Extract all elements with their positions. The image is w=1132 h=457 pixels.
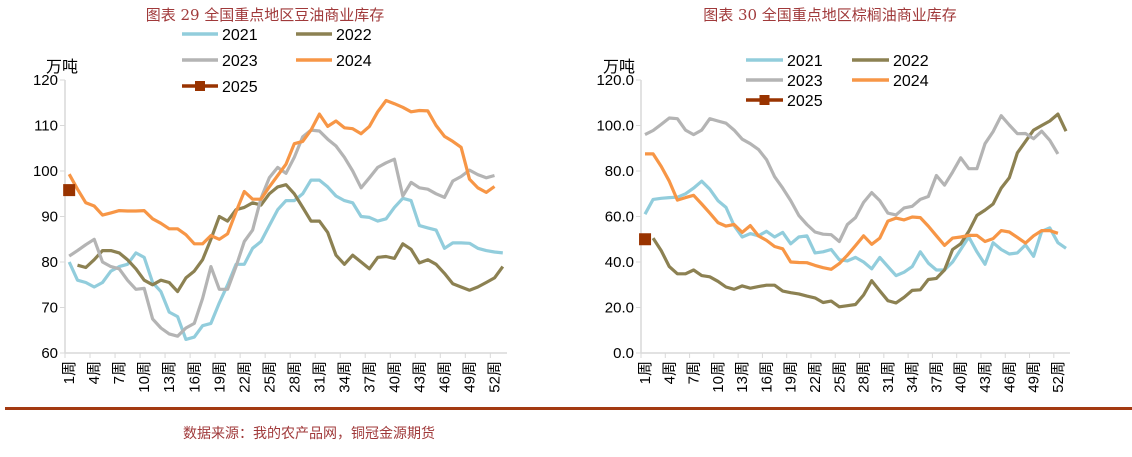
y-axis-unit: 万吨 bbox=[603, 58, 635, 76]
data-source: 数据来源：我的农产品网，铜冠金源期货 bbox=[183, 426, 435, 442]
series-2024-line bbox=[67, 98, 496, 246]
x-tick-label: 28周 bbox=[856, 361, 873, 393]
y-tick-label: 60 bbox=[41, 345, 58, 362]
legend-item-2023: 2023 bbox=[746, 73, 823, 90]
y-tick-label: 90 bbox=[41, 209, 58, 226]
y-tick-label: 120 bbox=[33, 72, 58, 89]
x-tick-label: 40周 bbox=[386, 361, 403, 393]
x-tick-label: 22周 bbox=[236, 361, 253, 393]
x-tick-label: 49周 bbox=[461, 361, 478, 393]
chart-title-soybean-oil: 图表 29 全国重点地区豆油商业库存 bbox=[145, 6, 385, 24]
x-tick-label: 10周 bbox=[710, 361, 727, 393]
x-tick-label: 49周 bbox=[1026, 361, 1043, 393]
series-2024-line bbox=[645, 152, 1059, 271]
x-tick-label: 46周 bbox=[436, 361, 453, 393]
y-tick-label: 120.0 bbox=[596, 72, 634, 89]
x-tick-label: 37周 bbox=[928, 361, 945, 393]
y-tick-label: 80 bbox=[41, 254, 58, 271]
series-2023-line bbox=[644, 114, 1060, 244]
legend-label: 2025 bbox=[222, 79, 258, 96]
y-axis-unit: 万吨 bbox=[46, 58, 78, 76]
y-tick-label: 40.0 bbox=[605, 254, 634, 271]
x-tick-label: 7周 bbox=[111, 361, 128, 384]
x-tick-label: 13周 bbox=[161, 361, 178, 393]
legend-item-2024: 2024 bbox=[852, 73, 929, 90]
x-tick-label: 19周 bbox=[211, 361, 228, 393]
x-tick-label: 52周 bbox=[1050, 361, 1067, 393]
x-tick-label: 4周 bbox=[86, 361, 103, 384]
x-tick-label: 40周 bbox=[953, 361, 970, 393]
legend-label: 2025 bbox=[787, 93, 823, 110]
legend-item-2022: 2022 bbox=[852, 53, 929, 70]
legend-label: 2022 bbox=[893, 53, 929, 70]
x-tick-label: 37周 bbox=[361, 361, 378, 393]
chart-title-palm-oil: 图表 30 全国重点地区棕榈油商业库存 bbox=[703, 6, 957, 24]
series-2023-line bbox=[68, 128, 495, 338]
x-tick-label: 34周 bbox=[336, 361, 353, 393]
y-tick-label: 70 bbox=[41, 300, 58, 317]
x-tick-label: 31周 bbox=[311, 361, 328, 393]
y-tick-label: 80.0 bbox=[605, 163, 634, 180]
x-tick-label: 13周 bbox=[734, 361, 751, 393]
x-tick-label: 28周 bbox=[286, 361, 303, 393]
x-tick-label: 1周 bbox=[61, 361, 78, 384]
x-tick-label: 19周 bbox=[783, 361, 800, 393]
series-2021-line bbox=[643, 179, 1067, 278]
footer-divider bbox=[5, 407, 1132, 410]
series-2022-line bbox=[651, 112, 1068, 309]
x-tick-label: 25周 bbox=[831, 361, 848, 393]
legend-label: 2021 bbox=[787, 53, 823, 70]
x-tick-label: 7周 bbox=[686, 361, 703, 384]
x-tick-label: 52周 bbox=[486, 361, 503, 393]
x-tick-label: 16周 bbox=[186, 361, 203, 393]
x-tick-label: 46周 bbox=[1001, 361, 1018, 393]
x-tick-label: 31周 bbox=[880, 361, 897, 393]
legend-label: 2024 bbox=[893, 73, 929, 90]
legend-item-2022: 2022 bbox=[296, 27, 372, 44]
legend-label: 2023 bbox=[222, 53, 258, 70]
x-tick-label: 4周 bbox=[661, 361, 678, 384]
x-tick-label: 10周 bbox=[136, 361, 153, 393]
legend-label: 2022 bbox=[336, 27, 372, 44]
series-2021-line bbox=[67, 178, 503, 341]
x-tick-label: 22周 bbox=[807, 361, 824, 393]
y-tick-label: 100.0 bbox=[596, 118, 634, 135]
legend-label: 2024 bbox=[336, 53, 372, 70]
legend-item-2021: 2021 bbox=[182, 27, 258, 44]
y-tick-label: 60.0 bbox=[605, 209, 634, 226]
legend-item-2025: 2025 bbox=[182, 79, 258, 96]
legend-label: 2023 bbox=[787, 73, 823, 90]
x-tick-label: 43周 bbox=[977, 361, 994, 393]
series-2025-marker bbox=[639, 233, 652, 246]
legend-item-2024: 2024 bbox=[296, 53, 372, 70]
y-tick-label: 100 bbox=[33, 163, 58, 180]
legend-item-2021: 2021 bbox=[746, 53, 823, 70]
legend-item-2023: 2023 bbox=[182, 53, 258, 70]
x-tick-label: 16周 bbox=[758, 361, 775, 393]
x-tick-label: 34周 bbox=[904, 361, 921, 393]
legend-item-2025: 2025 bbox=[746, 93, 823, 110]
chart-2: 0.0 20.0 40.0 60.0 80.0 100.0 120.0万吨 1周 4周 7周 10周… bbox=[596, 53, 1070, 393]
x-tick-label: 1周 bbox=[637, 361, 654, 384]
x-tick-label: 43周 bbox=[411, 361, 428, 393]
y-tick-label: 110 bbox=[34, 118, 58, 135]
legend-marker bbox=[759, 95, 770, 105]
series-2025-marker bbox=[63, 184, 76, 197]
legend-marker bbox=[195, 81, 205, 91]
y-tick-label: 0.0 bbox=[613, 345, 634, 362]
legend-label: 2021 bbox=[222, 27, 258, 44]
series-2022-line bbox=[77, 183, 505, 294]
x-tick-label: 25周 bbox=[261, 361, 278, 393]
y-tick-label: 20.0 bbox=[605, 300, 634, 317]
